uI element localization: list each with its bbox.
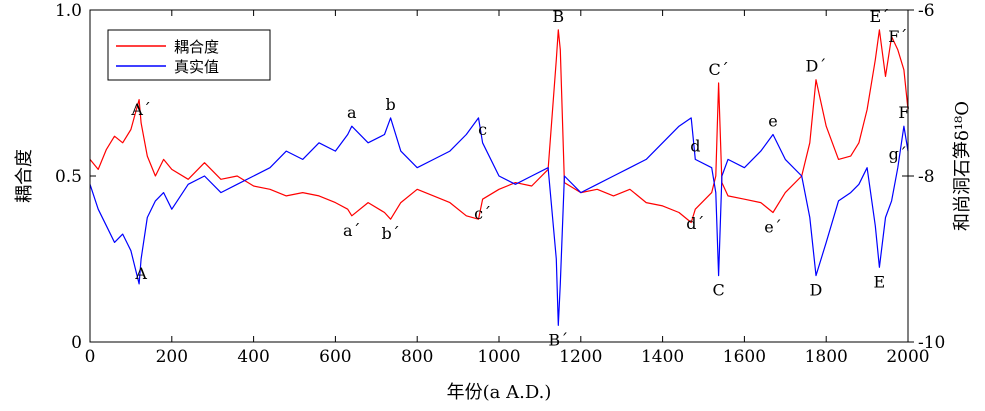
annotation-label: D´ <box>806 57 827 76</box>
annotation-label: g´ <box>889 145 907 164</box>
annotation-label: A´ <box>130 100 151 119</box>
x-tick-label: 600 <box>319 347 351 367</box>
annotation-label: d´ <box>686 214 704 233</box>
y-left-tick-label: 0.5 <box>55 167 82 187</box>
annotation-label: D <box>810 281 823 300</box>
annotation-label: b´ <box>381 224 399 243</box>
x-tick-label: 1200 <box>559 347 602 367</box>
x-tick-label: 1600 <box>723 347 766 367</box>
y-right-tick-label: -6 <box>918 1 935 21</box>
y-left-axis-title: 耦合度 <box>14 149 35 203</box>
legend-label-coupling-degree: 耦合度 <box>174 38 219 56</box>
annotation-label: F <box>898 103 909 122</box>
y-right-tick-label: -10 <box>918 333 945 353</box>
y-left-tick-label: 1.0 <box>55 1 82 21</box>
annotation-label: b <box>385 95 395 114</box>
annotation-label: c <box>478 120 487 139</box>
legend-label-true-value: 真实值 <box>174 58 219 76</box>
true-value-line <box>90 118 908 326</box>
annotation-label: B <box>552 7 564 26</box>
y-right-axis-title: 和尚洞石笋δ¹⁸O <box>952 101 973 231</box>
annotation-label: d <box>690 136 700 155</box>
y-right-tick-label: -8 <box>918 167 935 187</box>
annotation-label: f´ <box>846 0 860 4</box>
x-tick-label: 1400 <box>641 347 684 367</box>
x-tick-label: 800 <box>401 347 433 367</box>
y-left-tick-label: 0 <box>71 333 82 353</box>
annotation-label: E´ <box>870 7 890 26</box>
annotation-label: A <box>134 264 147 283</box>
annotation-label: B´ <box>548 330 568 349</box>
annotation-label: a <box>347 103 357 122</box>
annotation-label: e <box>768 112 777 131</box>
x-tick-label: 0 <box>85 347 96 367</box>
x-axis-title: 年份(a A.D.) <box>447 382 552 403</box>
annotation-label: E <box>874 272 886 291</box>
x-tick-label: 400 <box>237 347 269 367</box>
annotation-label: F´ <box>888 27 907 46</box>
x-tick-label: 200 <box>156 347 188 367</box>
annotation-label: C´ <box>709 60 729 79</box>
x-tick-label: 1000 <box>477 347 520 367</box>
annotation-label: c´ <box>474 204 491 223</box>
annotation-label: a´ <box>343 221 361 240</box>
annotation-label: e´ <box>764 218 781 237</box>
x-tick-label: 1800 <box>805 347 848 367</box>
annotation-label: C <box>713 281 725 300</box>
